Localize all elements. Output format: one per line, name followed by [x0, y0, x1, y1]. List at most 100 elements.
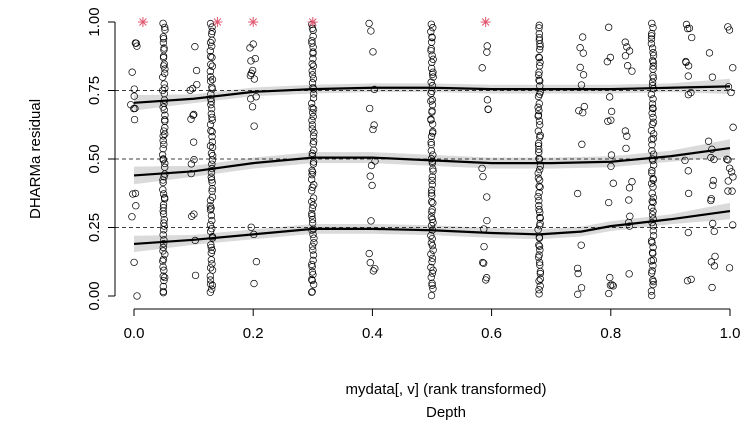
residual-point	[310, 239, 318, 247]
residual-point	[534, 226, 542, 234]
residual-point	[159, 203, 168, 212]
residual-point	[161, 26, 169, 34]
residual-point	[535, 33, 544, 42]
residual-point	[252, 258, 261, 266]
residual-point	[649, 280, 657, 289]
residual-point	[309, 32, 317, 41]
residual-point	[479, 172, 487, 181]
y-tick-label: 1.00	[86, 7, 103, 36]
residual-point	[623, 43, 631, 51]
residual-point	[606, 281, 615, 289]
residual-point	[684, 228, 692, 237]
residual-point	[649, 23, 657, 32]
residual-point	[308, 39, 316, 47]
residual-point	[206, 142, 215, 150]
residual-point	[308, 268, 317, 276]
residual-point	[649, 62, 657, 70]
residual-point	[159, 240, 168, 248]
residual-point	[208, 176, 216, 184]
residual-point	[189, 138, 198, 146]
residual-point	[206, 67, 214, 75]
residual-point	[308, 215, 317, 224]
residual-point	[309, 43, 317, 51]
residual-point	[366, 104, 374, 113]
residual-point	[160, 140, 168, 149]
residual-point	[577, 241, 585, 249]
residual-point	[190, 156, 198, 164]
residual-point	[648, 211, 657, 219]
residual-point	[704, 137, 713, 145]
residual-point	[478, 164, 486, 172]
residual-point	[161, 69, 169, 77]
residual-point	[206, 221, 215, 229]
residual-point	[309, 74, 318, 83]
residual-point	[427, 147, 436, 155]
outlier-stroke	[308, 18, 317, 26]
residual-point	[536, 77, 544, 85]
residual-point	[250, 279, 258, 288]
residual-point	[310, 280, 318, 289]
residual-point	[649, 198, 657, 207]
residual-point	[534, 174, 543, 182]
residual-point	[206, 288, 214, 296]
residual-point	[206, 202, 214, 210]
residual-point	[208, 178, 216, 187]
residual-point	[308, 116, 316, 125]
residual-point	[371, 265, 379, 273]
residual-point	[192, 66, 201, 75]
residual-point	[535, 145, 543, 154]
residual-point	[607, 151, 616, 159]
residual-point	[534, 169, 542, 177]
residual-point	[625, 270, 633, 278]
residual-point	[130, 85, 138, 93]
residual-point	[308, 152, 317, 160]
residual-point	[207, 110, 215, 118]
residual-point	[207, 256, 216, 264]
residual-point	[159, 178, 167, 187]
residual-point	[707, 195, 715, 203]
residual-point	[190, 110, 198, 119]
residual-point	[310, 137, 318, 146]
residual-point	[728, 187, 736, 195]
residual-point	[628, 178, 636, 186]
residual-point	[309, 230, 317, 239]
residual-point	[647, 287, 656, 295]
residual-point	[206, 19, 215, 28]
residual-point	[579, 49, 587, 57]
residual-point	[534, 142, 543, 150]
residual-point	[207, 60, 215, 69]
residual-point	[427, 189, 436, 197]
residual-point	[369, 267, 378, 275]
residual-point	[309, 132, 318, 140]
residual-point	[574, 290, 582, 298]
residual-point	[649, 231, 658, 240]
residual-point	[161, 116, 169, 124]
residual-point	[649, 183, 657, 191]
residual-point	[429, 199, 437, 207]
x-tick-label: 0.4	[362, 325, 383, 342]
residual-point	[684, 91, 693, 99]
residual-point	[605, 23, 613, 31]
residual-point	[428, 269, 437, 277]
residual-point	[161, 23, 169, 32]
residual-point	[429, 167, 437, 175]
residual-point	[648, 147, 656, 155]
residual-point	[534, 111, 543, 119]
residual-point	[649, 134, 657, 143]
residual-point	[535, 290, 543, 298]
residual-point	[187, 115, 195, 123]
residual-point	[309, 194, 318, 202]
residual-point	[308, 197, 316, 206]
residual-point	[536, 282, 544, 290]
x-tick-label: 1.0	[720, 325, 741, 342]
residual-point	[649, 174, 657, 183]
residual-point	[310, 234, 318, 242]
residual-point	[208, 216, 216, 225]
residual-point	[158, 151, 167, 159]
residual-point	[648, 109, 656, 117]
residual-point	[208, 27, 216, 36]
residual-point	[161, 159, 169, 168]
residual-point	[159, 282, 167, 291]
outlier-marker	[480, 17, 491, 27]
residual-point	[207, 149, 216, 158]
